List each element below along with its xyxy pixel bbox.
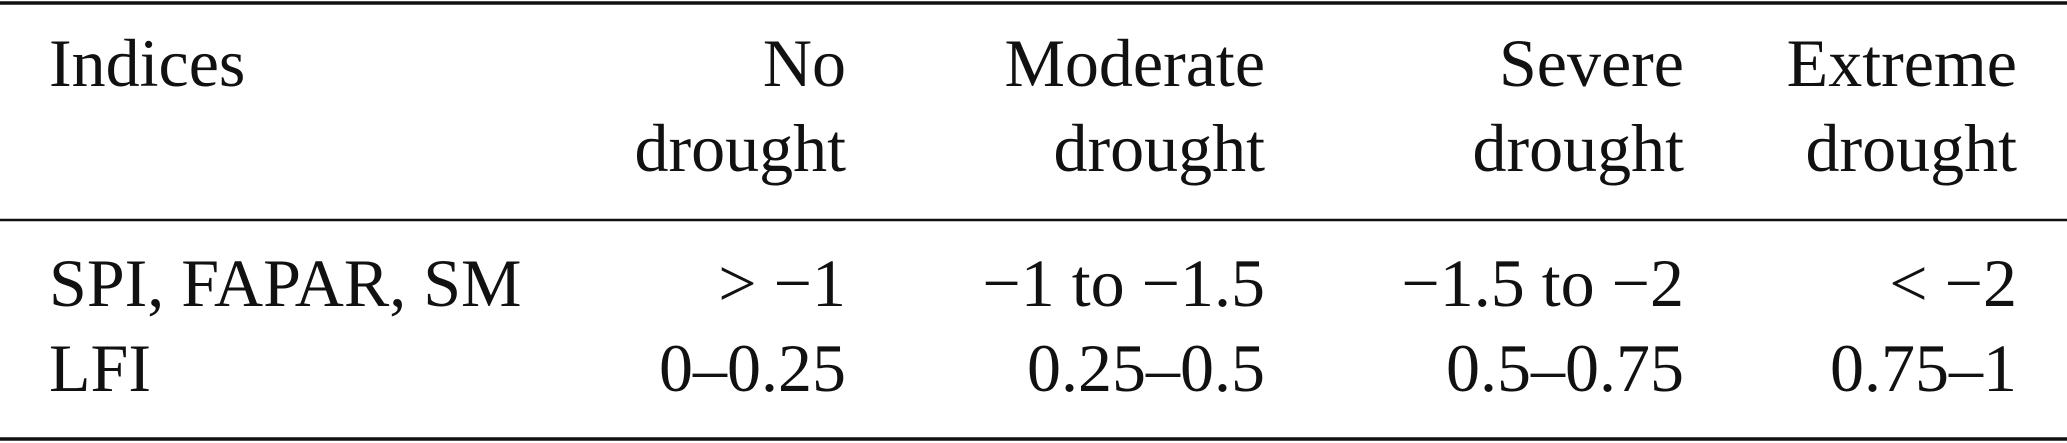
- header-cell: Severe: [1499, 25, 1684, 101]
- table-cell: −1.5 to −2: [1401, 245, 1684, 321]
- header-cell: Indices: [49, 25, 245, 101]
- header-cell: No: [763, 25, 846, 101]
- table-cell: 0–0.25: [659, 330, 846, 406]
- table-cell: 0.5–0.75: [1446, 330, 1684, 406]
- header-cell: drought: [1805, 110, 2017, 186]
- table-cell: > −1: [718, 245, 846, 321]
- table-cell: SPI, FAPAR, SM: [49, 245, 521, 321]
- table-cell: 0.25–0.5: [1027, 330, 1265, 406]
- header-cell: drought: [1053, 110, 1265, 186]
- header-cell: Moderate: [1004, 25, 1265, 101]
- table-cell: < −2: [1889, 245, 2017, 321]
- header-cell: drought: [1472, 110, 1684, 186]
- table-cell: 0.75–1: [1830, 330, 2017, 406]
- header-cell: drought: [634, 110, 846, 186]
- table-cell: −1 to −1.5: [982, 245, 1265, 321]
- table-cell: LFI: [49, 330, 151, 406]
- header-cell: Extreme: [1787, 25, 2017, 101]
